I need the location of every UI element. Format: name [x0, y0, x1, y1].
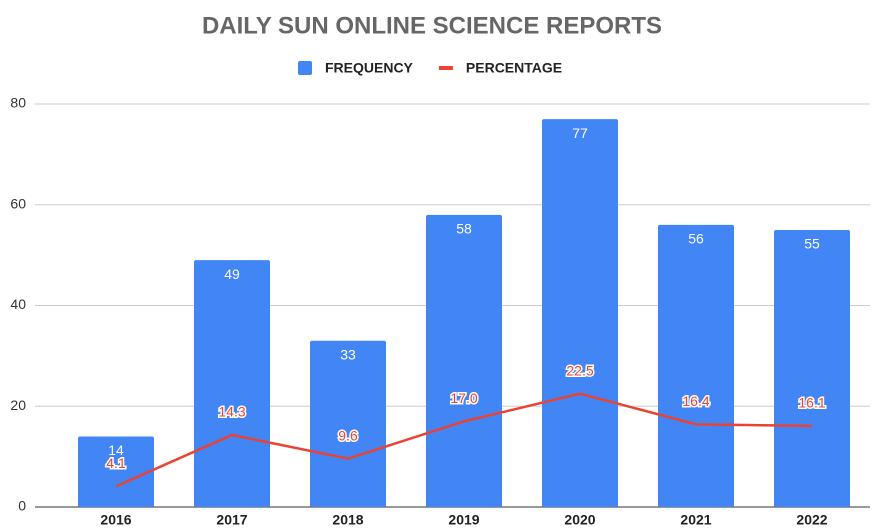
- y-tick-label: 20: [10, 397, 26, 413]
- line-value-label: 14.3: [218, 404, 245, 420]
- x-tick-label: 2021: [680, 512, 711, 528]
- line-value-label: 16.4: [682, 393, 709, 409]
- bar-value-label: 14: [108, 442, 124, 458]
- line: [115, 392, 813, 488]
- y-tick-label: 0: [18, 498, 26, 514]
- bar: [78, 436, 154, 507]
- bar-value-label: 55: [804, 236, 820, 252]
- chart-title: DAILY SUN ONLINE SCIENCE REPORTS: [202, 12, 662, 39]
- bar: [658, 224, 734, 507]
- line-value-label: 17.0: [450, 390, 477, 406]
- x-tick-label: 2017: [216, 512, 247, 528]
- x-tick-label: 2020: [564, 512, 595, 528]
- x-tick-label: 2018: [332, 512, 363, 528]
- y-tick-label: 80: [10, 95, 26, 111]
- legend-label: PERCENTAGE: [466, 60, 562, 76]
- bar-value-label: 58: [456, 221, 472, 237]
- bar-value-label: 33: [340, 346, 356, 362]
- line-value-label: 22.5: [566, 362, 593, 378]
- bar: [426, 214, 502, 507]
- line-value-label: 16.1: [798, 395, 825, 411]
- bar-value-label: 77: [572, 125, 588, 141]
- y-tick-label: 40: [10, 296, 26, 312]
- bar-value-label: 56: [688, 231, 704, 247]
- bar-value-label: 49: [224, 266, 240, 282]
- legend-swatch: [438, 66, 453, 70]
- x-tick-label: 2016: [100, 512, 131, 528]
- legend-swatch: [298, 61, 312, 75]
- bar: [542, 119, 618, 508]
- bar: [310, 340, 386, 507]
- x-tick-label: 2022: [796, 512, 827, 528]
- line-value-label: 4.1: [106, 455, 126, 471]
- bar: [774, 229, 850, 507]
- y-tick-label: 60: [10, 195, 26, 211]
- x-tick-label: 2019: [448, 512, 479, 528]
- legend-label: FREQUENCY: [325, 60, 414, 76]
- line-value-label: 9.6: [338, 427, 358, 443]
- bar: [194, 260, 270, 507]
